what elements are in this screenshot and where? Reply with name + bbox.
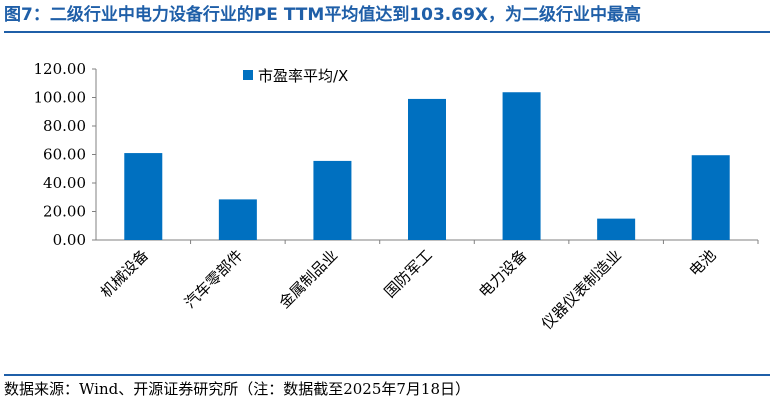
source-note: 数据来源：Wind、开源证券研究所（注：数据截至2025年7月18日） <box>4 380 471 398</box>
y-tick-label: 120.00 <box>34 60 87 78</box>
bar <box>313 160 352 240</box>
bar <box>597 218 636 240</box>
x-tick-label: 国防军工 <box>381 246 436 301</box>
y-tick-label: 80.00 <box>43 117 86 135</box>
legend-swatch <box>243 70 253 80</box>
x-tick-label: 电力设备 <box>475 246 530 301</box>
chart-title: 图7：二级行业中电力设备行业的PE TTM平均值达到103.69X，为二级行业中… <box>4 5 642 25</box>
y-tick-label: 0.00 <box>53 231 86 249</box>
bar <box>218 199 257 240</box>
x-tick-label: 电池 <box>686 246 720 280</box>
bar <box>124 153 163 240</box>
bar-chart: 0.00 20.00 40.00 60.00 80.00 100.00 120.00 机械设备… <box>34 60 759 333</box>
bar <box>691 155 730 240</box>
y-tick-label: 60.00 <box>43 146 86 164</box>
legend-label: 市盈率平均/X <box>258 67 348 85</box>
y-tick-label: 40.00 <box>43 174 86 192</box>
bar <box>502 92 541 240</box>
title-divider <box>4 31 770 33</box>
x-tick-label: 机械设备 <box>97 246 152 301</box>
y-tick-label: 20.00 <box>43 203 86 221</box>
x-tick-label: 汽车零部件 <box>181 246 247 312</box>
x-tick-label: 仪器仪表制造业 <box>538 246 625 333</box>
footer-divider <box>4 374 770 376</box>
x-tick-label: 金属制品业 <box>275 246 341 312</box>
y-tick-label: 100.00 <box>34 89 87 107</box>
bar <box>408 98 446 240</box>
